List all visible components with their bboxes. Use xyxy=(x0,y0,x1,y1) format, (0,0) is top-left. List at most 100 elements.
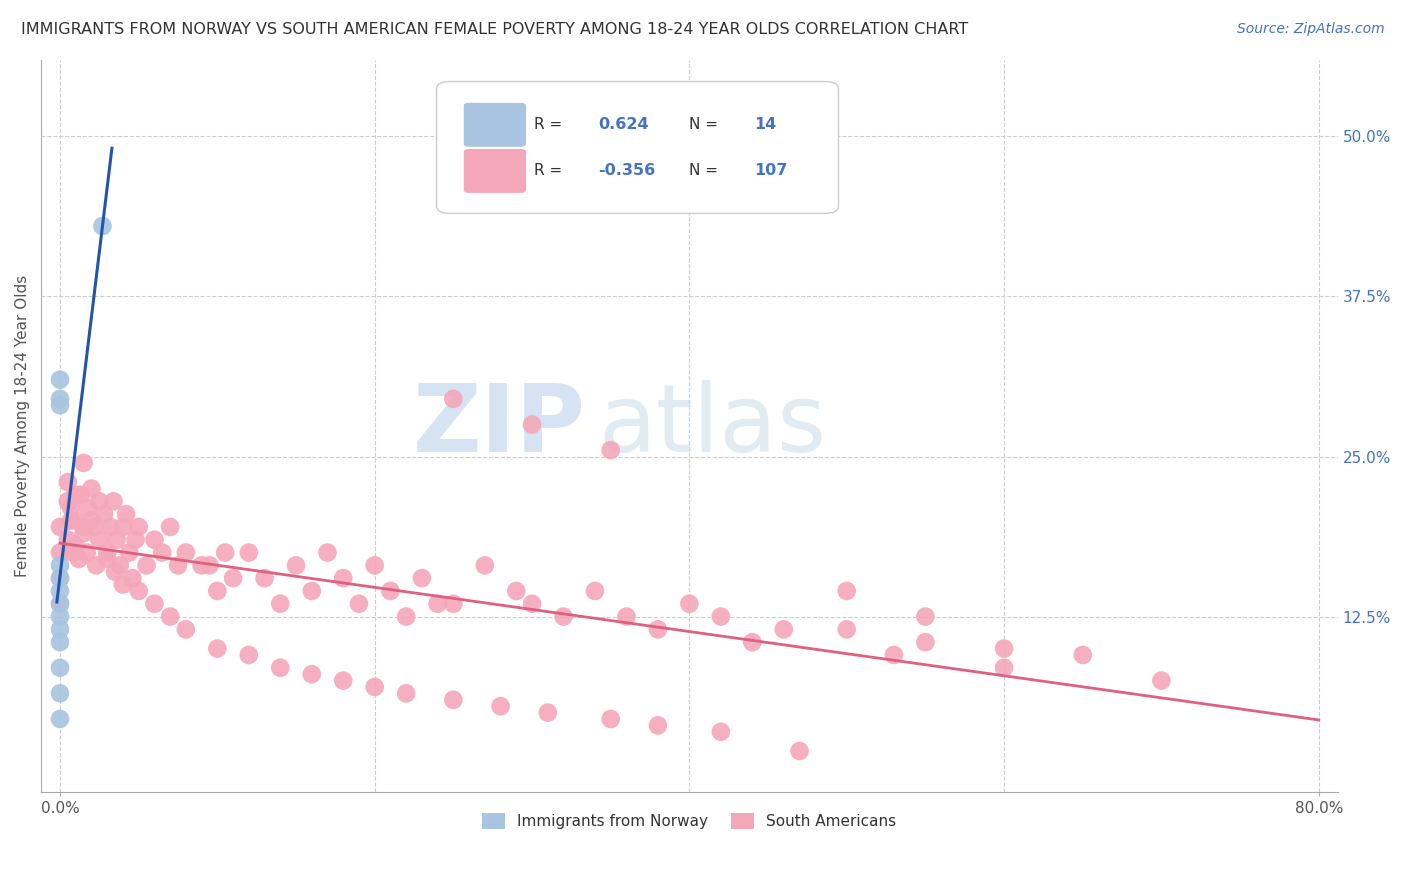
Point xyxy=(347,597,370,611)
Point xyxy=(121,571,143,585)
Text: ZIP: ZIP xyxy=(413,380,586,472)
Point xyxy=(49,545,72,559)
Point xyxy=(190,558,212,573)
Text: N =: N = xyxy=(689,163,718,178)
Point xyxy=(49,661,72,675)
Point xyxy=(65,488,87,502)
Point xyxy=(49,712,72,726)
Point xyxy=(332,673,354,688)
Point xyxy=(616,609,638,624)
Point xyxy=(647,623,669,637)
Point xyxy=(143,597,166,611)
Point xyxy=(49,398,72,412)
Point xyxy=(914,635,936,649)
Point xyxy=(316,545,339,559)
Point xyxy=(49,609,72,624)
Point xyxy=(77,500,100,515)
Point xyxy=(118,545,141,559)
Point xyxy=(647,718,669,732)
Point xyxy=(56,533,79,547)
Point xyxy=(835,583,858,598)
Point xyxy=(835,623,858,637)
Text: -0.356: -0.356 xyxy=(599,163,655,178)
Point xyxy=(363,680,385,694)
Point xyxy=(49,373,72,387)
Point xyxy=(159,609,181,624)
Point xyxy=(474,558,496,573)
Point xyxy=(91,219,114,233)
Point xyxy=(599,443,621,458)
Point xyxy=(741,635,763,649)
Point xyxy=(49,597,72,611)
Point xyxy=(1150,673,1173,688)
FancyBboxPatch shape xyxy=(436,81,838,213)
Point xyxy=(89,533,111,547)
Point xyxy=(49,623,72,637)
Point xyxy=(60,514,83,528)
Point xyxy=(49,686,72,700)
Point xyxy=(269,661,291,675)
Point xyxy=(772,623,794,637)
Point xyxy=(80,482,103,496)
Point xyxy=(56,494,79,508)
Point xyxy=(583,583,606,598)
Point xyxy=(49,571,72,585)
Point xyxy=(76,545,98,559)
Text: 107: 107 xyxy=(754,163,787,178)
Point xyxy=(98,520,121,534)
Point xyxy=(1071,648,1094,662)
Point xyxy=(489,699,512,714)
Point xyxy=(426,597,449,611)
Point xyxy=(238,648,260,662)
Point xyxy=(111,577,134,591)
Point xyxy=(710,609,733,624)
Point xyxy=(80,514,103,528)
Point xyxy=(49,571,72,585)
Point xyxy=(253,571,276,585)
Point xyxy=(214,545,236,559)
Point xyxy=(710,724,733,739)
Point xyxy=(174,545,197,559)
Point xyxy=(505,583,527,598)
Point xyxy=(914,609,936,624)
Point xyxy=(111,520,134,534)
Point xyxy=(105,533,128,547)
Point xyxy=(135,558,157,573)
Point xyxy=(72,520,94,534)
Point xyxy=(993,661,1015,675)
Point xyxy=(49,635,72,649)
Point xyxy=(159,520,181,534)
Point xyxy=(441,597,464,611)
Text: N =: N = xyxy=(689,117,718,132)
Point xyxy=(65,539,87,553)
Point xyxy=(124,533,146,547)
Point xyxy=(207,641,229,656)
Y-axis label: Female Poverty Among 18-24 Year Olds: Female Poverty Among 18-24 Year Olds xyxy=(15,275,30,577)
Point xyxy=(222,571,245,585)
Point xyxy=(49,520,72,534)
Point xyxy=(65,514,87,528)
Point xyxy=(49,597,72,611)
Point xyxy=(411,571,433,585)
Point xyxy=(67,552,90,566)
FancyBboxPatch shape xyxy=(464,149,526,193)
Point xyxy=(285,558,308,573)
Point xyxy=(72,456,94,470)
Point xyxy=(395,686,418,700)
Point xyxy=(60,500,83,515)
Point xyxy=(89,494,111,508)
Legend: Immigrants from Norway, South Americans: Immigrants from Norway, South Americans xyxy=(477,807,903,836)
Point xyxy=(167,558,190,573)
Point xyxy=(441,392,464,406)
Point xyxy=(96,552,118,566)
Point xyxy=(143,533,166,547)
Point xyxy=(363,558,385,573)
Point xyxy=(198,558,221,573)
Point xyxy=(84,558,107,573)
Point xyxy=(678,597,700,611)
Point xyxy=(207,583,229,598)
Point xyxy=(56,475,79,489)
Point xyxy=(553,609,575,624)
Point xyxy=(993,641,1015,656)
Point xyxy=(128,520,150,534)
